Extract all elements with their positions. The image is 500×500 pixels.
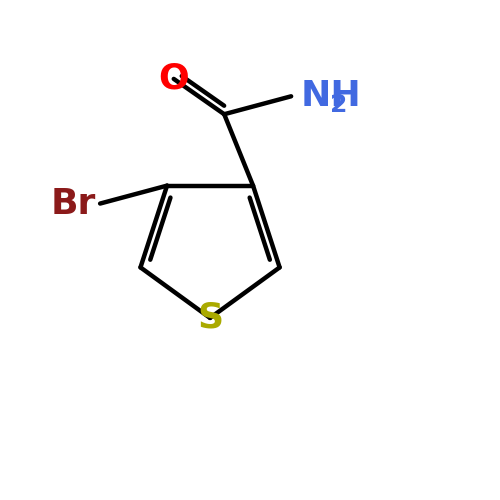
Text: O: O: [158, 62, 189, 96]
Text: Br: Br: [51, 186, 96, 220]
Text: S: S: [197, 301, 223, 335]
Text: NH: NH: [301, 80, 362, 114]
Text: 2: 2: [330, 93, 347, 117]
